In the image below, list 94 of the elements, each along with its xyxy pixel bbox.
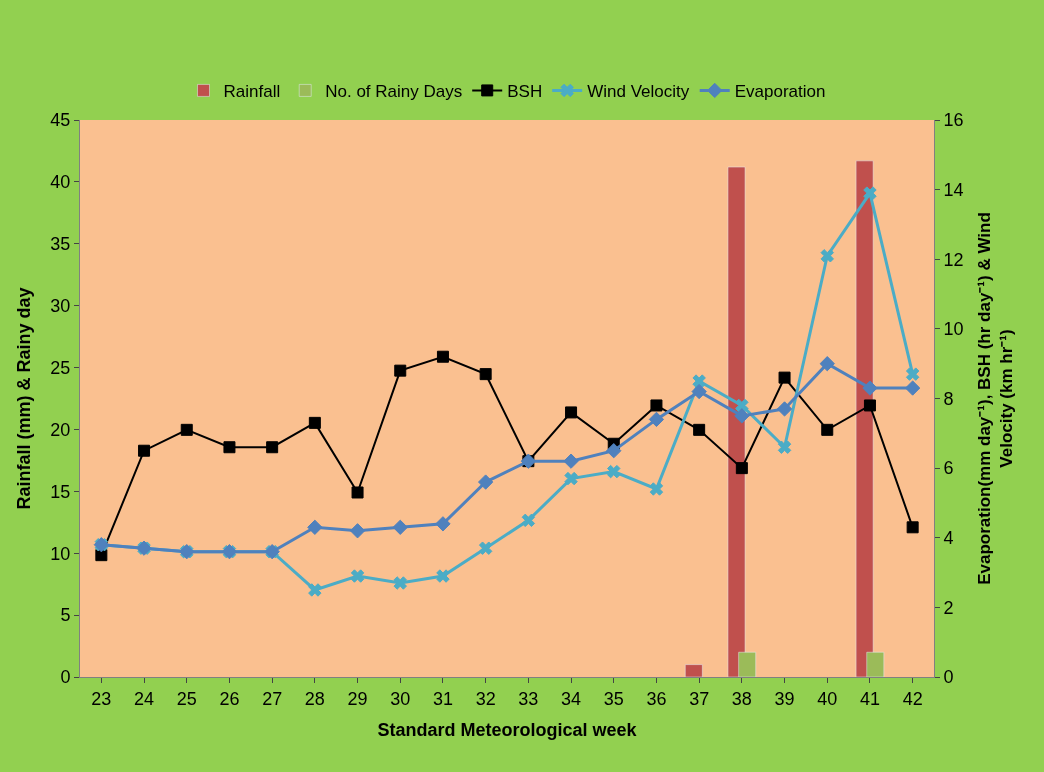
y-tick-label: 40: [50, 172, 71, 193]
point: [863, 399, 876, 412]
point: [906, 521, 919, 534]
point: [905, 380, 921, 396]
point: [735, 462, 748, 475]
x-tick-label: 29: [347, 688, 368, 709]
y-tick-label: 35: [50, 234, 71, 255]
point: [223, 441, 236, 454]
x-tick-label: 36: [646, 688, 667, 709]
y2-tick-label: 2: [943, 597, 954, 618]
legend-label: No. of Rainy Days: [325, 82, 463, 102]
y-tick-label: 20: [50, 419, 71, 440]
point: [820, 249, 834, 263]
point: [905, 367, 920, 381]
point: [821, 423, 834, 436]
point: [777, 440, 792, 454]
point: [478, 474, 494, 490]
legend-label: BSH: [507, 82, 543, 102]
point: [349, 523, 366, 539]
x-tick-label: 27: [262, 688, 283, 709]
x-tick-label: 32: [475, 688, 496, 709]
point: [308, 583, 322, 597]
x-tick-label: 35: [603, 688, 624, 709]
x-tick-label: 33: [518, 688, 539, 709]
point: [735, 398, 749, 413]
legend-label: Rainfall: [223, 82, 281, 102]
y-tick-label: 45: [50, 110, 71, 131]
point: [863, 186, 877, 200]
point: [563, 453, 579, 469]
x-tick-label: 23: [91, 688, 112, 709]
y2-tick-label: 10: [943, 319, 964, 340]
x-tick-label: 39: [774, 688, 795, 709]
point: [521, 513, 536, 528]
x-tick-label: 40: [817, 688, 838, 709]
y2-tick-label: 14: [943, 179, 964, 200]
point: [351, 486, 364, 499]
point: [180, 423, 193, 436]
y2-tick-label: 16: [943, 110, 964, 131]
y-tick-label: 15: [50, 481, 71, 502]
point: [650, 399, 663, 412]
x-tick-label: 41: [859, 688, 880, 709]
y-tick-label: 25: [50, 357, 71, 378]
x-tick-label: 34: [561, 688, 582, 709]
point: [436, 350, 449, 363]
point: [393, 576, 407, 590]
point: [862, 380, 878, 396]
point: [734, 408, 750, 424]
y2-axis-title: Evaporation(mm day⁻¹), BSH (hr day⁻¹) & Wind Velocity (km hr⁻¹): [975, 212, 1017, 585]
point: [436, 569, 450, 583]
y2-tick-label: 8: [943, 388, 954, 409]
x-tick-label: 31: [432, 688, 453, 709]
point: [607, 464, 621, 479]
point: [392, 519, 408, 535]
point: [693, 423, 706, 436]
legend-label: Evaporation: [734, 82, 826, 102]
y-tick-label: 0: [60, 667, 71, 688]
point: [819, 356, 835, 372]
y2-tick-label: 4: [943, 528, 954, 549]
x-tick-label: 42: [902, 688, 923, 709]
point: [648, 411, 665, 428]
y2-tick-label: 0: [943, 667, 954, 688]
point: [478, 541, 493, 555]
point: [266, 441, 279, 454]
y2-tick-label: 6: [943, 458, 954, 479]
point: [692, 374, 706, 388]
point: [606, 443, 622, 459]
point: [479, 368, 492, 381]
point: [564, 471, 578, 486]
y-tick-label: 5: [60, 605, 71, 626]
x-tick-label: 38: [731, 688, 752, 709]
point: [565, 406, 578, 419]
point: [307, 519, 323, 535]
x-tick-label: 26: [219, 688, 240, 709]
point: [649, 482, 664, 496]
y2-tick-label: 12: [943, 249, 964, 270]
point: [394, 364, 407, 377]
x-tick-label: 25: [176, 688, 197, 709]
point: [138, 444, 151, 457]
point: [776, 401, 793, 417]
point: [691, 383, 707, 400]
x-tick-label: 28: [304, 688, 325, 709]
point: [308, 416, 321, 429]
x-tick-label: 24: [134, 688, 155, 709]
x-axis-title: Standard Meteorological week: [377, 719, 638, 740]
y-tick-label: 10: [50, 543, 71, 564]
point: [350, 569, 365, 583]
bar: [685, 664, 703, 677]
y-axis-title: Rainfall (mm) & Rainy day: [13, 287, 34, 510]
point: [435, 516, 451, 532]
legend-label: Wind Velocity: [587, 82, 690, 102]
y-tick-label: 30: [50, 295, 71, 316]
point: [778, 371, 791, 384]
x-tick-label: 37: [689, 688, 710, 709]
x-tick-label: 30: [390, 688, 411, 709]
